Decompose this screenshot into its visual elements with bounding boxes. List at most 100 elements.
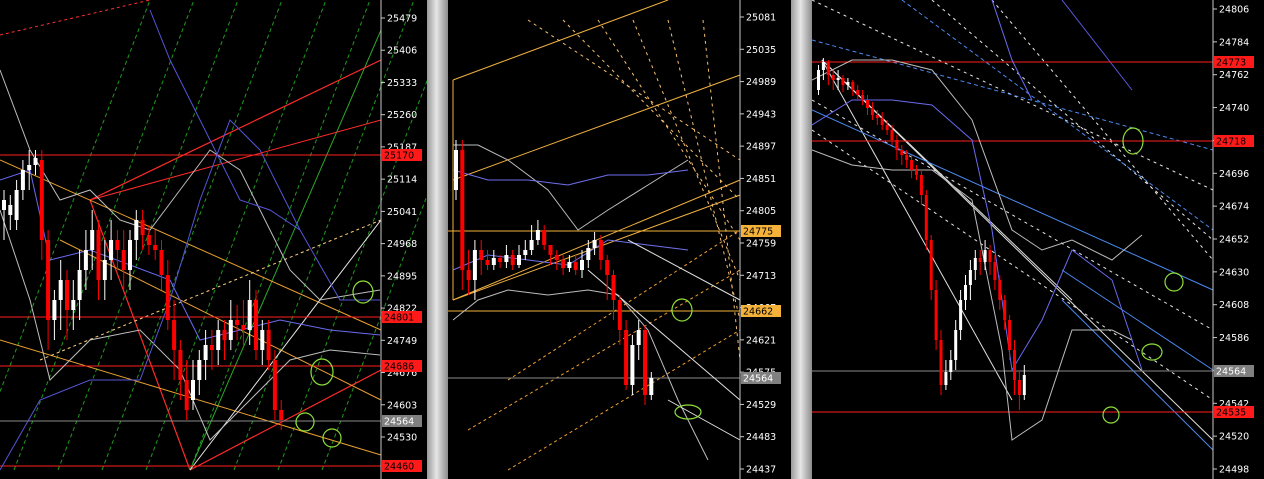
candle-body xyxy=(140,220,145,235)
candle-body xyxy=(998,280,1002,300)
candle-body xyxy=(454,150,458,190)
channel-line xyxy=(0,0,151,36)
price-axis-label: 24621 xyxy=(746,335,776,346)
candle-body xyxy=(83,250,88,270)
price-tag-label: 24718 xyxy=(1216,137,1246,148)
trend-line xyxy=(1061,0,1133,91)
highlight-circle xyxy=(1164,272,1184,292)
candle-body xyxy=(479,250,484,260)
candle-body xyxy=(172,320,177,350)
candle-body xyxy=(636,330,641,345)
candle-body xyxy=(1008,320,1012,350)
channel-line xyxy=(507,229,741,381)
candle-body xyxy=(846,82,850,85)
candle-body xyxy=(260,330,265,350)
chart-pane-3[interactable]: 24806 24784 24762 24740 24718 24696 24674 24652… xyxy=(812,0,1264,479)
chart-pane-1[interactable]: 25479 25406 25333 25260 25187 25114 25041 24968… xyxy=(0,0,427,479)
candle-body xyxy=(944,372,948,385)
price-tag-box xyxy=(1214,365,1254,377)
fan-line xyxy=(145,0,327,471)
highlight-circle xyxy=(352,280,374,304)
price-axis-label: 24749 xyxy=(387,336,417,347)
candle-body xyxy=(885,125,889,130)
channel-line xyxy=(812,99,1214,331)
candle-body xyxy=(247,300,252,330)
fan-line xyxy=(632,19,741,281)
price-axis-label: 24483 xyxy=(746,432,776,443)
price-tag-box xyxy=(382,149,422,161)
channel-line xyxy=(467,269,741,431)
candle-body xyxy=(1022,375,1026,395)
candle-body xyxy=(102,260,107,280)
pane-splitter-1[interactable] xyxy=(427,0,448,479)
price-axis-label: 25187 xyxy=(387,142,417,153)
price-axis-label: 25041 xyxy=(387,207,417,218)
moving-average xyxy=(149,9,301,231)
candle-body xyxy=(146,235,151,245)
highlight-circle xyxy=(1102,406,1120,424)
fan-line xyxy=(667,19,741,321)
price-axis-label: 24586 xyxy=(1219,333,1249,344)
candle-body xyxy=(203,345,208,360)
chart-2-plot[interactable]: 25081 25035 24989 24943 24897 24851 24805 24759… xyxy=(448,0,791,479)
pane-splitter-2[interactable] xyxy=(791,0,812,479)
price-tag-box xyxy=(382,311,422,323)
price-tag-box xyxy=(1214,406,1254,418)
candle-body xyxy=(554,255,559,260)
candle-body xyxy=(826,62,830,75)
moving-average xyxy=(452,169,689,186)
price-tag-label: 24564 xyxy=(384,417,414,428)
candle-body xyxy=(605,260,610,275)
candle-body xyxy=(586,248,591,260)
candle-body xyxy=(58,280,63,300)
candle-body xyxy=(14,190,19,220)
candle-body xyxy=(592,240,597,248)
fan-line xyxy=(702,19,741,361)
chart-pane-2[interactable]: 25081 25035 24989 24943 24897 24851 24805 24759… xyxy=(448,0,791,479)
candle-body xyxy=(836,78,840,80)
candle-body xyxy=(222,330,227,340)
price-tag-box xyxy=(382,415,422,427)
candle-body xyxy=(1017,380,1021,395)
highlight-circle xyxy=(1122,127,1144,155)
trend-line xyxy=(1061,299,1214,451)
candle-body xyxy=(510,255,515,265)
trend-line xyxy=(1061,269,1214,371)
candle-body xyxy=(817,70,820,90)
candle-body xyxy=(65,280,69,310)
price-axis-label: 25035 xyxy=(746,45,776,56)
price-axis-label: 24530 xyxy=(387,433,417,444)
price-axis-label: 24989 xyxy=(746,77,776,88)
candle-body xyxy=(542,230,547,245)
channel-line xyxy=(507,329,741,471)
trend-line xyxy=(821,59,1013,401)
price-tag-label: 24662 xyxy=(743,307,773,318)
price-tag-box xyxy=(382,460,422,472)
fan-line xyxy=(189,0,371,471)
candle-body xyxy=(973,258,977,270)
candle-body xyxy=(895,140,899,150)
candle-body xyxy=(466,270,471,280)
candle-body xyxy=(598,240,603,260)
highlight-circle xyxy=(671,298,693,322)
chart-1-plot[interactable]: 25479 25406 25333 25260 25187 25114 25041 24968… xyxy=(0,0,427,479)
candle-body xyxy=(649,378,654,395)
fan-line xyxy=(189,29,382,471)
chart-3-plot[interactable]: 24806 24784 24762 24740 24718 24696 24674 24652… xyxy=(812,0,1264,479)
candle-body xyxy=(900,150,904,155)
candle-body xyxy=(27,165,32,170)
bollinger-band xyxy=(452,289,709,461)
price-axis-label: 24520 xyxy=(1219,432,1249,443)
moving-average xyxy=(991,0,1033,101)
price-axis-label: 24806 xyxy=(1219,5,1249,16)
candle-body xyxy=(8,205,13,215)
candle-body xyxy=(567,262,572,268)
highlight-circle xyxy=(1141,343,1163,361)
channel-line xyxy=(452,74,741,181)
candle-body xyxy=(851,82,855,90)
candle-body xyxy=(191,380,195,400)
highlight-circle xyxy=(674,404,702,420)
candle-body xyxy=(165,275,170,320)
candle-body xyxy=(228,320,233,340)
candle-body xyxy=(39,160,44,240)
